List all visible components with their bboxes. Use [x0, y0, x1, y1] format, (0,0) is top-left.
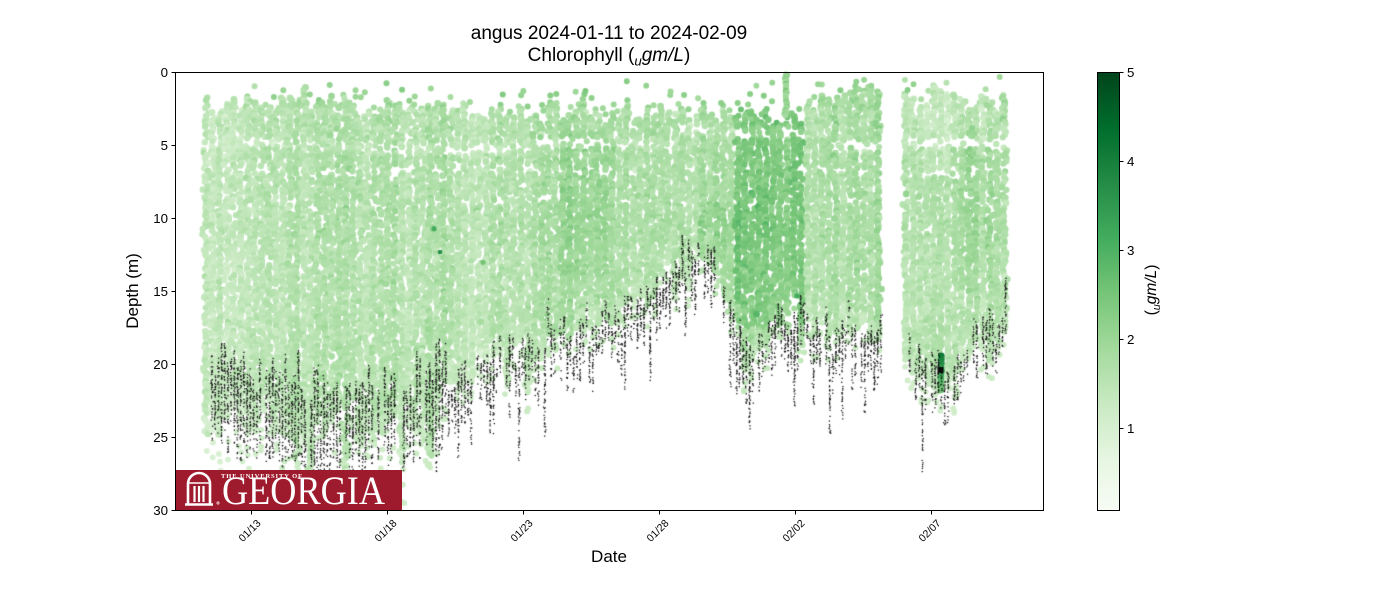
svg-text:GEORGIA: GEORGIA — [222, 470, 385, 510]
svg-text:THE UNIVERSITY OF: THE UNIVERSITY OF — [221, 473, 303, 480]
